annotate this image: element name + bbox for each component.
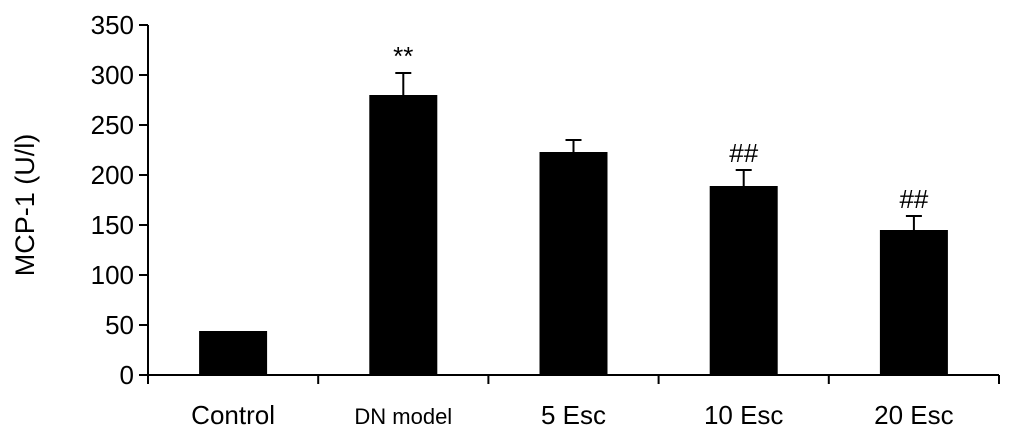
category-label: 20 Esc: [874, 400, 954, 430]
significance-label: ##: [729, 138, 758, 168]
bar: [709, 186, 778, 375]
y-tick-label: 100: [91, 260, 134, 290]
y-tick-label: 150: [91, 210, 134, 240]
bar: [879, 230, 948, 375]
bar: [539, 152, 608, 375]
category-label: Control: [191, 400, 275, 430]
bar: [199, 331, 268, 375]
x-ticks: [147, 375, 1000, 384]
y-tick-label: 0: [120, 360, 134, 390]
category-label: DN model: [354, 404, 452, 429]
y-tick-label: 350: [91, 10, 134, 40]
y-tick-label: 250: [91, 110, 134, 140]
bar: [369, 95, 438, 375]
y-ticks: 0 50 100 150 200 250 300 350: [91, 10, 148, 390]
y-axis-title: MCP-1 (U/l): [10, 134, 40, 277]
significance-label: **: [393, 41, 413, 71]
category-label: 5 Esc: [541, 400, 606, 430]
y-tick-label: 300: [91, 60, 134, 90]
category-labels: Control DN model 5 Esc 10 Esc 20 Esc: [191, 400, 953, 430]
category-label: 10 Esc: [704, 400, 784, 430]
significance-label: ##: [899, 184, 928, 214]
y-tick-label: 50: [105, 310, 134, 340]
y-tick-label: 200: [91, 160, 134, 190]
bars: ** ## ##: [199, 41, 948, 375]
